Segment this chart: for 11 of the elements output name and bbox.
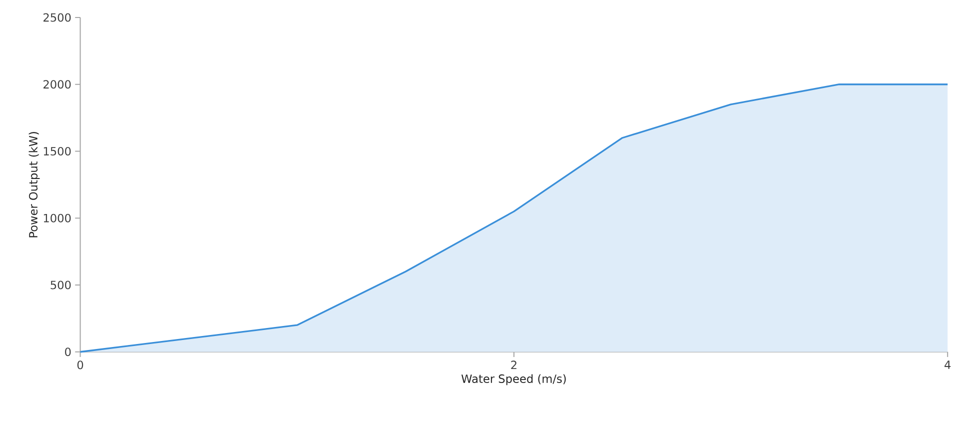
y-tick-label: 0: [65, 348, 71, 356]
x-tick-label: 2: [511, 360, 516, 370]
y-tick-label: 2500: [43, 13, 71, 22]
y-tick-label: 2000: [43, 80, 71, 89]
y-axis-title: Power Output (kW): [28, 132, 40, 238]
x-tick-label: 4: [944, 360, 951, 369]
y-tick-label: 500: [50, 280, 71, 290]
x-tick-label: 0: [77, 360, 84, 370]
y-tick-label: 1500: [44, 147, 71, 156]
y-tick-label: 1000: [44, 214, 71, 222]
x-axis-title: Water Speed (m/s): [461, 374, 566, 386]
